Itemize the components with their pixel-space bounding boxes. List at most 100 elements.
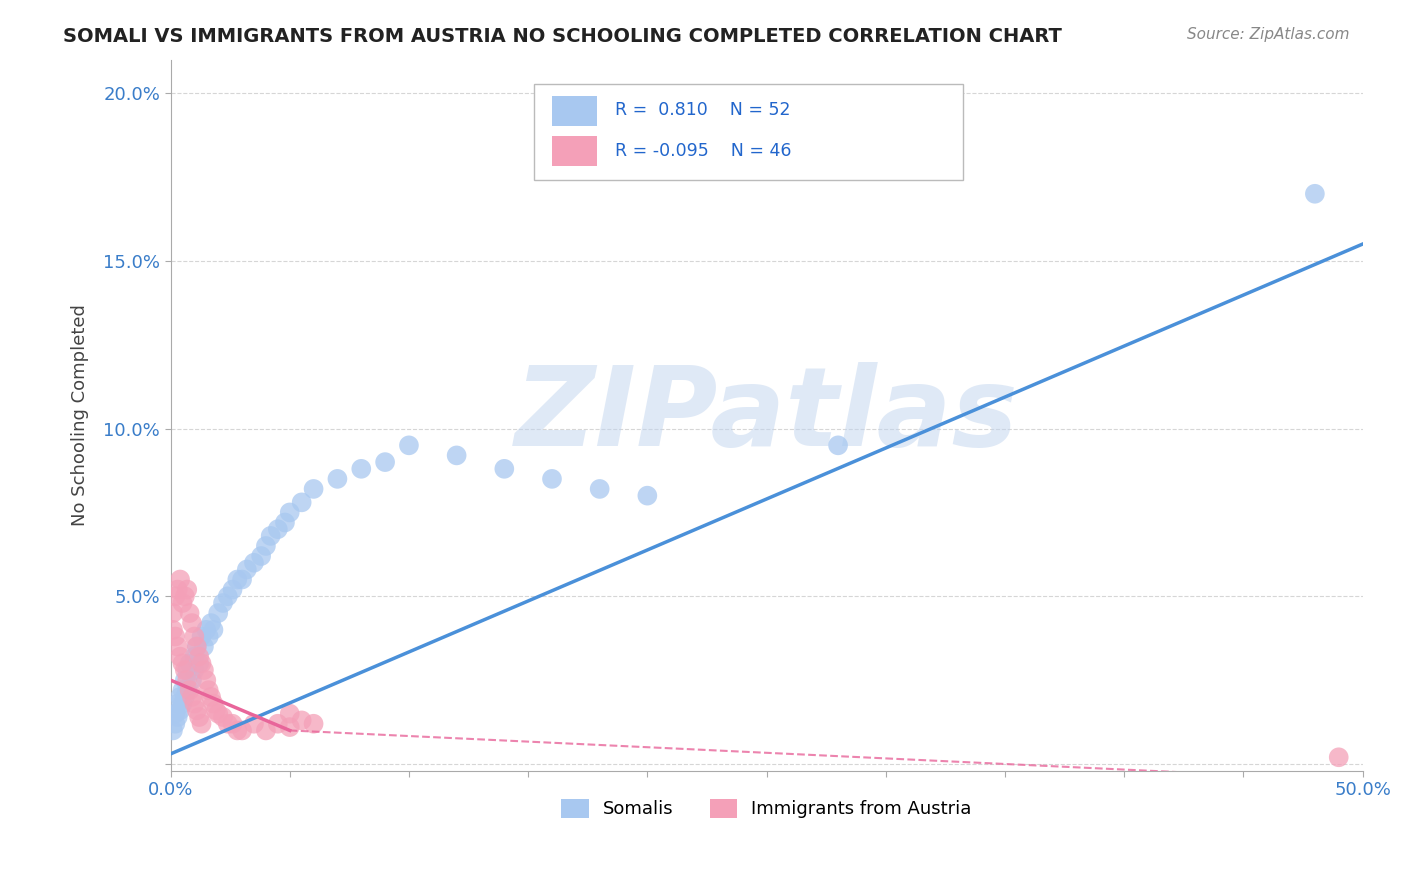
- Point: [173, 673, 195, 687]
- Legend: Somalis, Immigrants from Austria: Somalis, Immigrants from Austria: [554, 792, 979, 826]
- Point: [172, 596, 194, 610]
- Point: [197, 683, 219, 698]
- Point: [183, 630, 205, 644]
- Point: [173, 663, 195, 677]
- Point: [190, 716, 212, 731]
- Point: [236, 562, 259, 576]
- Point: [226, 573, 249, 587]
- Point: [176, 673, 198, 687]
- Point: [186, 640, 208, 654]
- Point: [302, 482, 325, 496]
- Point: [181, 616, 204, 631]
- Point: [193, 663, 215, 677]
- Text: Source: ZipAtlas.com: Source: ZipAtlas.com: [1187, 27, 1350, 42]
- Point: [202, 623, 225, 637]
- Point: [267, 716, 290, 731]
- Point: [166, 582, 188, 597]
- Point: [226, 723, 249, 738]
- Bar: [553, 136, 598, 166]
- Point: [212, 596, 235, 610]
- Point: [1327, 750, 1350, 764]
- Point: [254, 723, 277, 738]
- Point: [291, 495, 314, 509]
- Point: [589, 482, 612, 496]
- Point: [217, 716, 239, 731]
- Point: [186, 640, 208, 654]
- Y-axis label: No Schooling Completed: No Schooling Completed: [72, 304, 89, 526]
- Point: [231, 573, 253, 587]
- Point: [162, 723, 184, 738]
- Point: [278, 706, 301, 721]
- Point: [188, 710, 211, 724]
- Point: [173, 589, 195, 603]
- Point: [166, 697, 188, 711]
- Point: [181, 690, 204, 704]
- Point: [183, 663, 205, 677]
- Point: [166, 710, 188, 724]
- Point: [193, 640, 215, 654]
- FancyBboxPatch shape: [534, 85, 963, 180]
- Point: [267, 522, 290, 536]
- Text: ZIPatlas: ZIPatlas: [515, 361, 1018, 468]
- Point: [188, 657, 211, 671]
- Point: [254, 539, 277, 553]
- Point: [186, 703, 208, 717]
- Point: [1303, 186, 1326, 201]
- Point: [165, 716, 187, 731]
- Text: R =  0.810    N = 52: R = 0.810 N = 52: [616, 101, 790, 120]
- Point: [302, 716, 325, 731]
- Text: SOMALI VS IMMIGRANTS FROM AUSTRIA NO SCHOOLING COMPLETED CORRELATION CHART: SOMALI VS IMMIGRANTS FROM AUSTRIA NO SCH…: [63, 27, 1062, 45]
- Point: [172, 697, 194, 711]
- Point: [278, 505, 301, 519]
- Point: [183, 697, 205, 711]
- Point: [162, 606, 184, 620]
- Point: [243, 556, 266, 570]
- Point: [446, 449, 468, 463]
- Point: [326, 472, 349, 486]
- Point: [181, 673, 204, 687]
- Point: [172, 657, 194, 671]
- Point: [165, 630, 187, 644]
- Point: [179, 683, 201, 698]
- Point: [179, 606, 201, 620]
- Point: [200, 690, 222, 704]
- Point: [205, 703, 228, 717]
- Point: [183, 649, 205, 664]
- Point: [166, 640, 188, 654]
- Point: [207, 606, 229, 620]
- Point: [231, 723, 253, 738]
- Point: [165, 589, 187, 603]
- Point: [350, 462, 373, 476]
- Bar: [553, 95, 598, 126]
- Point: [176, 683, 198, 698]
- Point: [190, 657, 212, 671]
- Point: [494, 462, 516, 476]
- Text: R = -0.095    N = 46: R = -0.095 N = 46: [616, 142, 792, 160]
- Point: [274, 516, 297, 530]
- Point: [169, 703, 191, 717]
- Point: [212, 710, 235, 724]
- Point: [165, 706, 187, 721]
- Point: [169, 690, 191, 704]
- Point: [197, 630, 219, 644]
- Point: [250, 549, 273, 563]
- Point: [260, 529, 283, 543]
- Point: [162, 623, 184, 637]
- Point: [541, 472, 564, 486]
- Point: [278, 720, 301, 734]
- Point: [827, 438, 849, 452]
- Point: [374, 455, 396, 469]
- Point: [195, 673, 218, 687]
- Point: [173, 690, 195, 704]
- Point: [179, 657, 201, 671]
- Point: [190, 630, 212, 644]
- Point: [188, 649, 211, 664]
- Point: [176, 663, 198, 677]
- Point: [221, 716, 243, 731]
- Point: [195, 623, 218, 637]
- Point: [398, 438, 420, 452]
- Point: [200, 616, 222, 631]
- Point: [169, 573, 191, 587]
- Point: [221, 582, 243, 597]
- Point: [169, 649, 191, 664]
